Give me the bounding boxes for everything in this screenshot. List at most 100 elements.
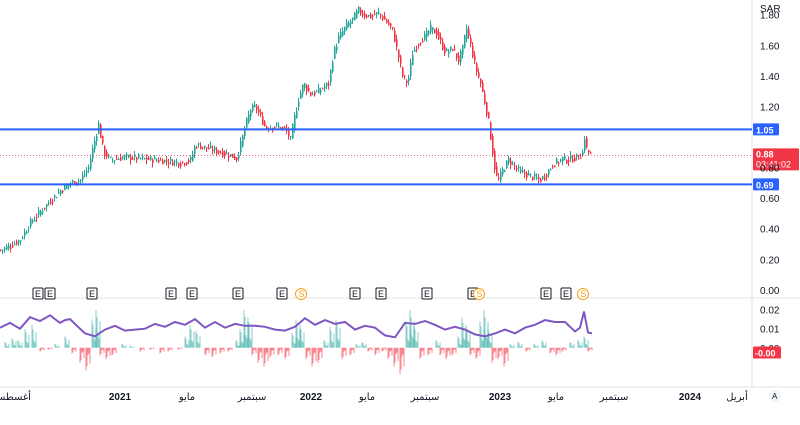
candle-body <box>260 112 262 115</box>
candle-body <box>262 116 264 125</box>
candle-body <box>410 62 412 77</box>
candle-body <box>276 124 278 126</box>
candle-body <box>302 84 304 94</box>
currency-label: SAR <box>760 4 781 15</box>
candle-body <box>258 109 260 113</box>
candle-body <box>506 160 508 169</box>
candle-body <box>156 160 158 162</box>
candle-body <box>470 38 472 44</box>
price-tick-label: 1.80 <box>760 11 780 22</box>
earnings-event-label: E <box>352 289 358 299</box>
level-label: 0.69 <box>756 180 774 190</box>
candle-body <box>552 166 554 168</box>
candle-body <box>76 182 78 184</box>
candle-body <box>182 161 184 163</box>
candle-body <box>164 159 166 162</box>
candle-body <box>490 122 492 140</box>
candle-body <box>544 177 546 180</box>
candle-body <box>320 90 322 93</box>
candle-body <box>140 157 142 159</box>
price-tick-label: 1.40 <box>760 72 780 83</box>
candle-body <box>554 165 556 168</box>
earnings-event-icon <box>232 287 244 300</box>
earnings-event-label: E <box>35 289 41 299</box>
candle-body <box>234 156 236 160</box>
candle-body <box>424 34 426 41</box>
scale-mode-button[interactable]: A <box>769 390 781 402</box>
candle-body <box>316 90 318 92</box>
time-tick-label: مايو <box>547 392 564 403</box>
candle-body <box>524 172 526 175</box>
candle-body <box>12 245 14 248</box>
candle-body <box>550 168 552 170</box>
candle-body <box>318 87 320 94</box>
earnings-event-icon <box>375 287 387 300</box>
candle-body <box>32 220 34 222</box>
candle-body <box>212 149 214 152</box>
candle-body <box>358 6 360 13</box>
candle-body <box>220 152 222 154</box>
candle-body <box>62 190 64 193</box>
candle-body <box>266 126 268 129</box>
time-tick-label: سبتمبر <box>410 392 440 403</box>
earnings-event-label: E <box>543 289 549 299</box>
svg-text:A: A <box>772 392 778 401</box>
candle-body <box>196 147 198 149</box>
candle-body <box>580 157 582 159</box>
candle-body <box>590 152 592 154</box>
candle-body <box>170 158 172 161</box>
time-tick-label: سبتمبر <box>599 392 629 403</box>
indicator-pane <box>0 310 593 375</box>
earnings-event-icon <box>86 287 98 300</box>
candle-body <box>386 19 388 23</box>
candle-body <box>380 14 382 16</box>
candle-body <box>426 30 428 38</box>
earnings-event-icon <box>186 287 198 300</box>
candle-body <box>180 163 182 167</box>
candle-body <box>436 30 438 36</box>
candle-body <box>52 201 54 203</box>
candle-body <box>236 157 238 161</box>
candle-body <box>172 162 174 166</box>
candle-body <box>26 232 28 234</box>
split-event-icon <box>577 288 589 300</box>
candle-body <box>574 157 576 162</box>
candle-body <box>384 16 386 20</box>
candle-body <box>252 104 254 112</box>
candle-body <box>284 127 286 129</box>
earnings-event-icon <box>32 287 44 300</box>
candle-body <box>0 249 2 251</box>
candle-body <box>450 46 452 51</box>
level-label-bg <box>753 123 779 136</box>
candle-body <box>166 160 168 162</box>
price-tick-label: 0.80 <box>760 164 780 175</box>
candle-body <box>474 55 476 61</box>
candle-body <box>278 126 280 128</box>
candle-body <box>454 49 456 51</box>
candle-body <box>420 43 422 45</box>
candle-body <box>226 153 228 155</box>
candle-body <box>388 21 390 25</box>
candle-body <box>326 82 328 86</box>
candle-body <box>152 159 154 164</box>
candle-body <box>36 217 38 219</box>
candle-body <box>458 55 460 63</box>
candle-body <box>306 85 308 91</box>
candle-body <box>246 118 248 128</box>
candle-body <box>342 31 344 36</box>
candle-body <box>88 167 90 170</box>
time-tick-label: 2023 <box>489 392 512 403</box>
price-tick-label: 0.60 <box>760 194 780 205</box>
candle-body <box>64 185 66 191</box>
candle-body <box>352 17 354 21</box>
candle-body <box>584 139 586 151</box>
candle-body <box>292 124 294 139</box>
earnings-event-icon <box>165 287 177 300</box>
price-series <box>0 6 592 255</box>
candle-body <box>482 82 484 92</box>
candle-body <box>534 174 536 177</box>
candle-body <box>402 67 404 77</box>
price-tick-label: 0.20 <box>760 255 780 266</box>
candle-body <box>256 106 258 110</box>
